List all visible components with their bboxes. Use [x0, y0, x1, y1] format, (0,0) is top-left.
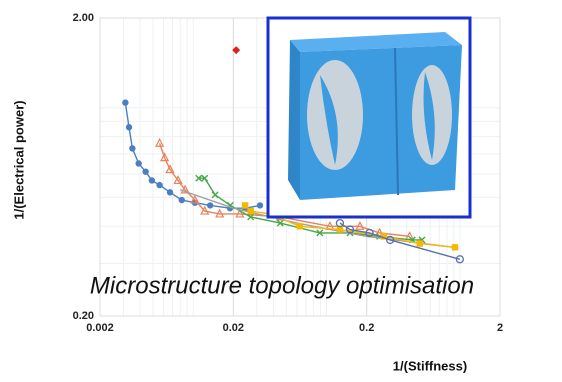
x-axis-label: 1/(Stiffness): [393, 358, 467, 373]
point: [248, 208, 254, 214]
point: [122, 99, 128, 105]
inset-image: [268, 18, 470, 217]
point: [452, 244, 458, 250]
x-tick-label: 2: [497, 322, 503, 334]
point: [142, 168, 148, 174]
y-tick-label: 2.00: [73, 12, 94, 24]
y-tick-label: 0.20: [73, 310, 94, 322]
annotation: Microstructure topology optimisation: [90, 272, 474, 299]
point: [242, 202, 248, 208]
x-tick-label: 0.02: [223, 322, 244, 334]
point: [297, 223, 303, 229]
point: [149, 177, 155, 183]
point: [207, 202, 213, 208]
chart: 1/(Electrical power) 1/(Stiffness) 0.002…: [0, 0, 562, 382]
point: [417, 240, 423, 246]
x-tick-label: 0.002: [86, 322, 114, 334]
point: [129, 145, 135, 151]
point: [126, 124, 132, 130]
point: [156, 182, 162, 188]
point: [337, 226, 343, 232]
point: [179, 197, 185, 203]
x-tick-label: 0.2: [359, 322, 374, 334]
y-axis-label: 1/(Electrical power): [11, 100, 26, 219]
page: {"chart_data":{"type":"line","xlabel":"1…: [0, 0, 562, 382]
series-line: [125, 103, 260, 209]
point: [167, 189, 173, 195]
cube-side: [288, 40, 300, 200]
point: [257, 202, 263, 208]
point: [135, 160, 141, 166]
